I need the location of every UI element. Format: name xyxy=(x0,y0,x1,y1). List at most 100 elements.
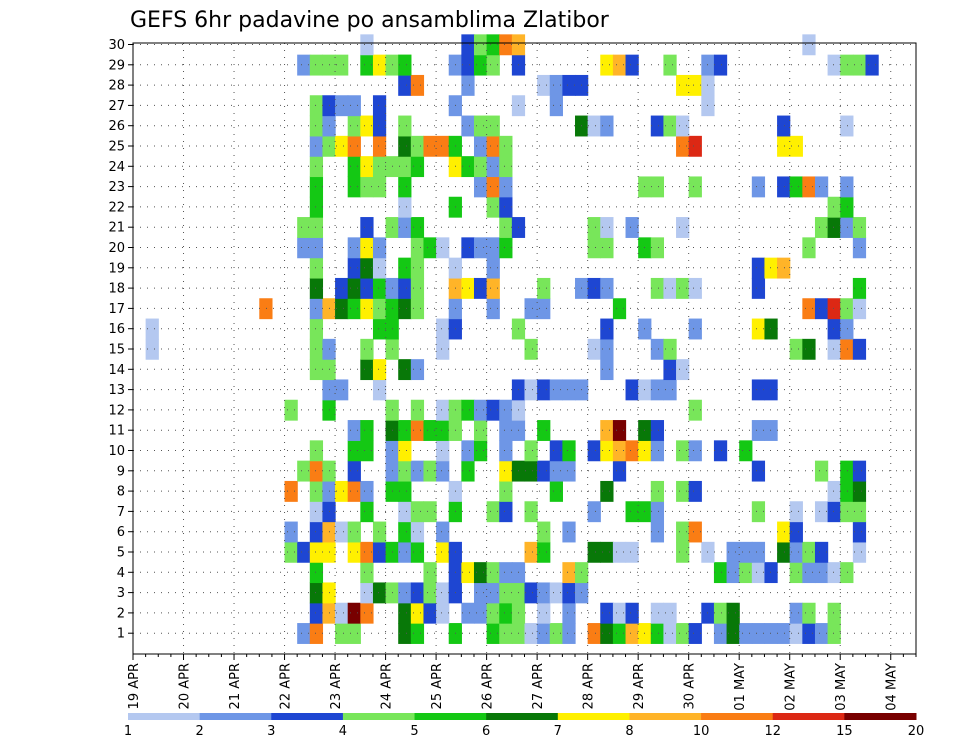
heatmap-cell xyxy=(537,277,551,299)
heatmap-cell xyxy=(587,217,601,238)
heatmap-cell xyxy=(827,196,841,218)
heatmap-cell xyxy=(372,257,387,279)
heatmap-cell xyxy=(309,115,324,137)
heatmap-cell xyxy=(625,217,639,238)
heatmap-cell xyxy=(612,623,627,644)
heatmap-cell xyxy=(410,359,425,381)
heatmap-cell xyxy=(587,541,601,563)
heatmap-cell xyxy=(663,115,677,137)
heatmap-cell xyxy=(827,54,841,76)
heatmap-cell xyxy=(410,501,425,523)
heatmap-cell xyxy=(852,237,867,259)
heatmap-cell xyxy=(423,460,437,482)
heatmap-cell xyxy=(764,623,778,644)
colorbar-swatch xyxy=(772,713,845,720)
heatmap-cell xyxy=(335,521,349,543)
heatmap-cell xyxy=(372,176,387,198)
heatmap-cell xyxy=(473,582,488,604)
heatmap-cell xyxy=(612,420,627,441)
heatmap-cell xyxy=(802,541,816,563)
heatmap-cell xyxy=(410,74,425,96)
heatmap-cell xyxy=(612,602,627,624)
heatmap-cell xyxy=(436,135,450,157)
heatmap-cell xyxy=(398,480,412,502)
heatmap-cell xyxy=(676,541,690,563)
heatmap-cell xyxy=(309,298,324,320)
heatmap-cell xyxy=(347,95,361,117)
heatmap-cell xyxy=(486,623,500,644)
heatmap-cell xyxy=(499,602,513,624)
heatmap-cell xyxy=(473,562,488,584)
heatmap-cell xyxy=(360,338,374,360)
heatmap-cell xyxy=(436,440,450,462)
heatmap-cell xyxy=(625,602,639,624)
y-tick-label: 1 xyxy=(117,627,125,642)
heatmap-cell xyxy=(789,562,803,584)
heatmap-cell xyxy=(309,359,324,381)
heatmap-cell xyxy=(499,582,513,604)
heatmap-cell xyxy=(814,217,829,238)
heatmap-cell xyxy=(398,176,412,198)
heatmap-cell xyxy=(347,257,361,279)
heatmap-cell xyxy=(372,54,387,76)
heatmap-cell xyxy=(473,135,488,157)
heatmap-cell xyxy=(663,379,677,401)
heatmap-cell xyxy=(739,541,753,563)
heatmap-cell xyxy=(410,237,425,259)
heatmap-cell xyxy=(650,623,665,644)
heatmap-cell xyxy=(650,602,665,624)
heatmap-cell xyxy=(827,562,841,584)
x-tick-label: 26 APR xyxy=(481,663,496,709)
heatmap-cell xyxy=(499,562,513,584)
heatmap-cell xyxy=(145,318,159,340)
y-tick-label: 3 xyxy=(117,586,125,601)
colorbar-swatch xyxy=(199,713,272,720)
heatmap-cell xyxy=(499,480,513,502)
heatmap-cell xyxy=(398,359,412,381)
heatmap-cell xyxy=(360,440,374,462)
heatmap-cell xyxy=(789,521,803,543)
heatmap-cell xyxy=(676,623,690,644)
heatmap-cell xyxy=(713,602,728,624)
heatmap-cell xyxy=(537,521,551,543)
y-tick-label: 19 xyxy=(108,261,125,276)
heatmap-cell xyxy=(802,176,816,198)
heatmap-cell xyxy=(398,115,412,137)
heatmap-cell xyxy=(398,217,412,238)
heatmap-cell xyxy=(410,156,425,178)
y-tick-label: 27 xyxy=(108,99,125,114)
heatmap-cell xyxy=(347,298,361,320)
heatmap-cell xyxy=(347,176,361,198)
heatmap-cell xyxy=(676,521,690,543)
y-tick-label: 8 xyxy=(117,485,125,500)
heatmap-cell xyxy=(688,176,702,198)
heatmap-cell xyxy=(650,521,665,543)
heatmap-cell xyxy=(297,623,311,644)
heatmap-cell xyxy=(461,34,475,56)
y-tick-label: 21 xyxy=(108,221,125,236)
heatmap-cell xyxy=(802,34,816,56)
heatmap-cell xyxy=(436,541,450,563)
y-tick-label: 14 xyxy=(108,363,125,378)
heatmap-cell xyxy=(562,74,576,96)
heatmap-cell xyxy=(423,135,437,157)
heatmap-cell xyxy=(461,115,475,137)
heatmap-cell xyxy=(625,54,639,76)
heatmap-cell xyxy=(726,562,740,584)
heatmap-cell xyxy=(840,318,854,340)
heatmap-cell xyxy=(297,541,311,563)
x-tick-label: 24 APR xyxy=(380,663,395,709)
heatmap-cell xyxy=(789,602,803,624)
heatmap-cell xyxy=(360,602,374,624)
heatmap-cell xyxy=(360,54,374,76)
heatmap-cell xyxy=(777,541,791,563)
heatmap-cell xyxy=(398,277,412,299)
heatmap-cell xyxy=(625,501,639,523)
heatmap-cell xyxy=(549,623,563,644)
y-tick-label: 30 xyxy=(108,38,125,53)
heatmap-cell xyxy=(587,501,601,523)
heatmap-cell xyxy=(840,501,854,523)
heatmap-cell xyxy=(284,399,298,421)
y-tick-label: 11 xyxy=(108,424,125,439)
heatmap-cell xyxy=(777,623,791,644)
